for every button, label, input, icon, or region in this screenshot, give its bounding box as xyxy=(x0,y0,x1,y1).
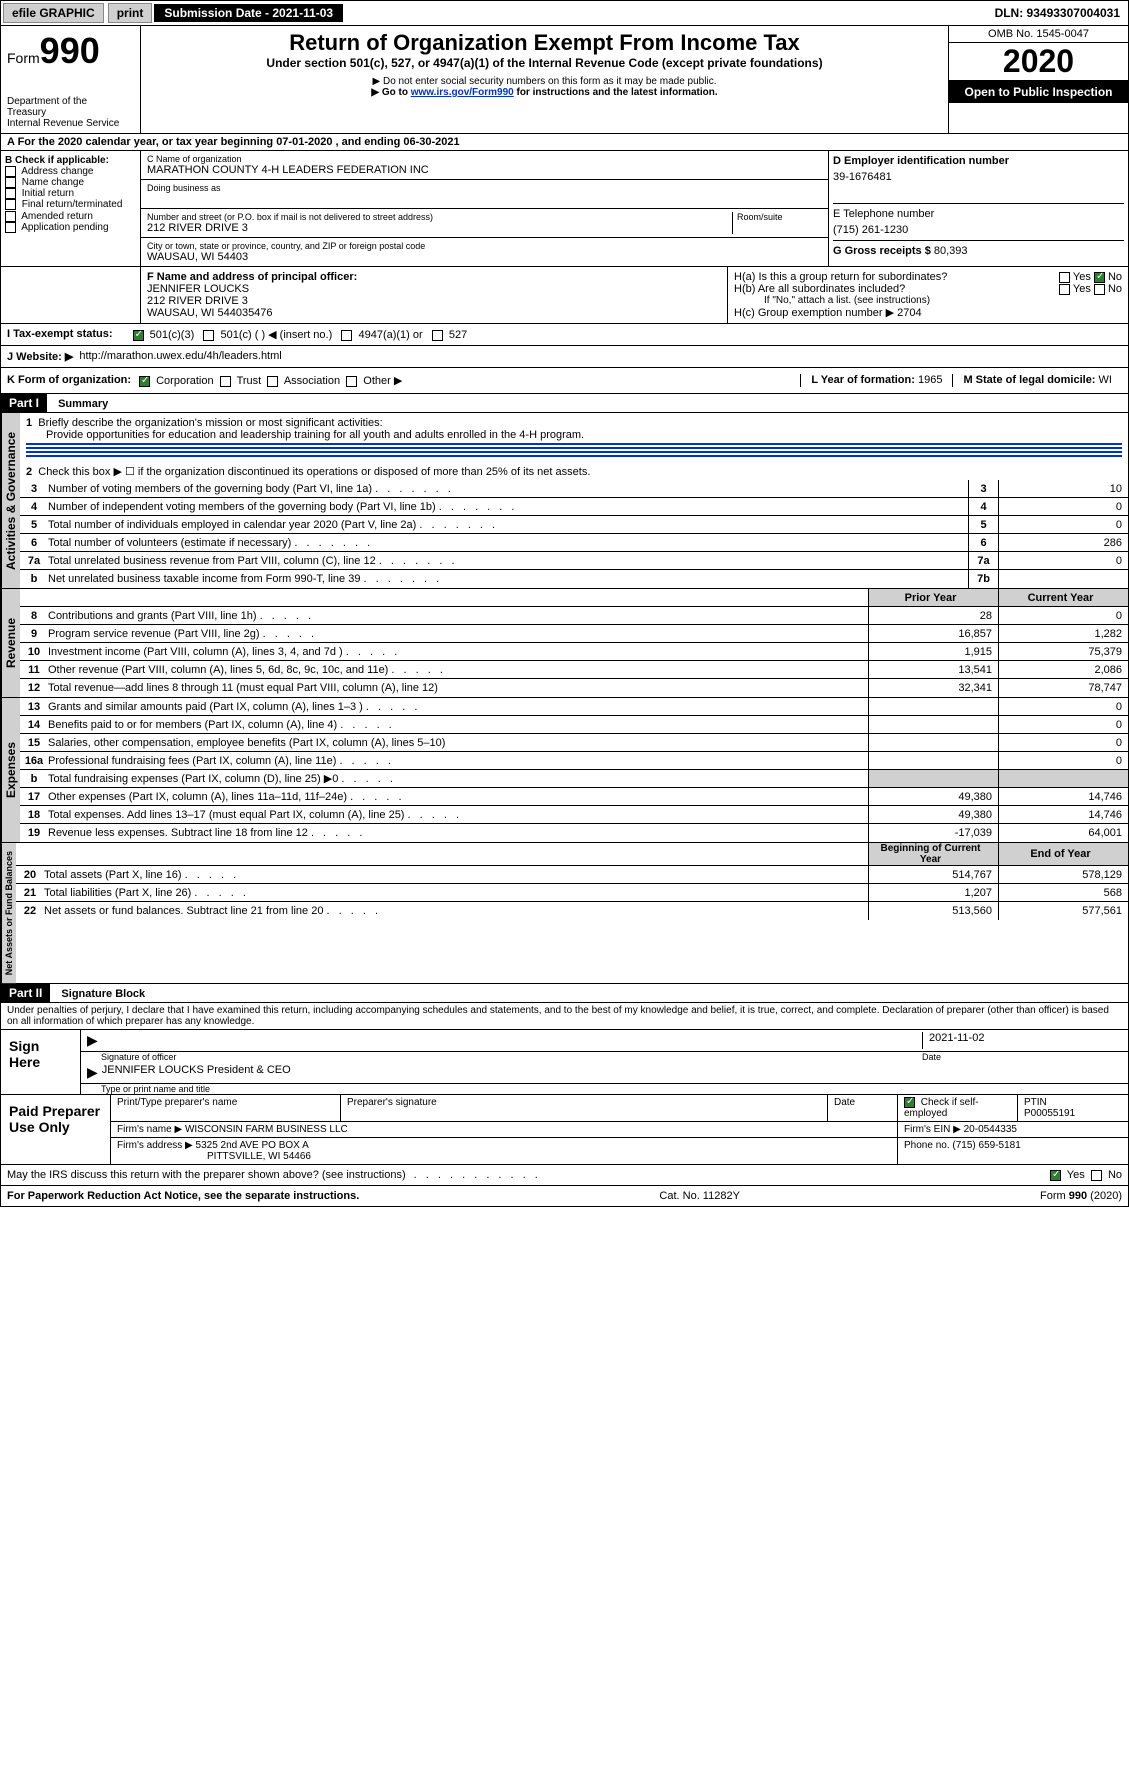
line-4: 4Number of independent voting members of… xyxy=(20,498,1128,516)
firm-name: WISCONSIN FARM BUSINESS LLC xyxy=(185,1124,348,1135)
section-bcd: B Check if applicable: Address change Na… xyxy=(0,151,1129,267)
omb-number: OMB No. 1545-0047 xyxy=(949,26,1128,43)
governance-section: Activities & Governance 1 Briefly descri… xyxy=(0,413,1129,589)
line-b: bTotal fundraising expenses (Part IX, co… xyxy=(20,770,1128,788)
box-b: B Check if applicable: Address change Na… xyxy=(1,151,141,266)
box-j: J Website: ▶ http://marathon.uwex.edu/4h… xyxy=(0,346,1129,368)
line-9: 9Program service revenue (Part VIII, lin… xyxy=(20,625,1128,643)
group-exemption: H(c) Group exemption number ▶ 2704 xyxy=(734,306,1122,319)
firm-ein: 20-0544335 xyxy=(964,1124,1017,1135)
line-13: 13Grants and similar amounts paid (Part … xyxy=(20,698,1128,716)
revenue-section: Revenue Prior Year Current Year 8Contrib… xyxy=(0,589,1129,698)
dln: DLN: 93493307004031 xyxy=(995,6,1128,20)
ptin: P00055191 xyxy=(1024,1108,1122,1119)
line-14: 14Benefits paid to or for members (Part … xyxy=(20,716,1128,734)
mission: Provide opportunities for education and … xyxy=(26,429,1122,441)
checkbox-address-change[interactable]: Address change xyxy=(5,166,136,177)
telephone: (715) 261-1230 xyxy=(833,224,1124,236)
line-b: bNet unrelated business taxable income f… xyxy=(20,570,1128,588)
line-16a: 16aProfessional fundraising fees (Part I… xyxy=(20,752,1128,770)
checkbox-application-pending[interactable]: Application pending xyxy=(5,222,136,233)
org-city: WAUSAU, WI 54403 xyxy=(147,251,822,263)
sig-date: 2021-11-02 xyxy=(922,1032,1122,1049)
netassets-section: Net Assets or Fund Balances Beginning of… xyxy=(0,843,1129,984)
part2-header: Part II Signature Block xyxy=(0,984,1129,1003)
irs-link[interactable]: www.irs.gov/Form990 xyxy=(411,87,514,98)
discuss-yes[interactable] xyxy=(1050,1170,1061,1181)
efile-button[interactable]: efile GRAPHIC xyxy=(3,3,104,23)
topbar: efile GRAPHIC print Submission Date - 20… xyxy=(0,0,1129,26)
note-goto: ▶ Go to www.irs.gov/Form990 for instruct… xyxy=(145,87,944,98)
arrow-icon: ▶ xyxy=(87,1064,98,1081)
dba xyxy=(147,193,822,205)
line-12: 12Total revenue—add lines 8 through 11 (… xyxy=(20,679,1128,697)
period-row: A For the 2020 calendar year, or tax yea… xyxy=(0,134,1129,151)
box-klm: K Form of organization: Corporation Trus… xyxy=(0,368,1129,394)
perjury-declaration: Under penalties of perjury, I declare th… xyxy=(0,1003,1129,1030)
box-i: I Tax-exempt status: 501(c)(3) 501(c) ( … xyxy=(0,324,1129,346)
org-street: 212 RIVER DRIVE 3 xyxy=(147,222,732,234)
officer-name: JENNIFER LOUCKS xyxy=(147,283,721,295)
form-subtitle: Under section 501(c), 527, or 4947(a)(1)… xyxy=(145,56,944,70)
vtab-governance: Activities & Governance xyxy=(1,413,20,588)
line-20: 20Total assets (Part X, line 16) . . . .… xyxy=(16,866,1128,884)
footer: For Paperwork Reduction Act Notice, see … xyxy=(0,1186,1129,1207)
corporation-checkbox[interactable] xyxy=(139,376,150,387)
checkbox-amended-return[interactable]: Amended return xyxy=(5,211,136,222)
checkbox-name-change[interactable]: Name change xyxy=(5,177,136,188)
arrow-icon: ▶ xyxy=(87,1032,98,1049)
line-18: 18Total expenses. Add lines 13–17 (must … xyxy=(20,806,1128,824)
gross-receipts: 80,393 xyxy=(934,245,968,257)
tax-year: 2020 xyxy=(949,43,1128,81)
year-formation: 1965 xyxy=(918,374,942,386)
tax-period: A For the 2020 calendar year, or tax yea… xyxy=(1,134,466,150)
line-6: 6Total number of volunteers (estimate if… xyxy=(20,534,1128,552)
checkbox-initial-return[interactable]: Initial return xyxy=(5,188,136,199)
cat-number: Cat. No. 11282Y xyxy=(659,1190,740,1202)
line-10: 10Investment income (Part VIII, column (… xyxy=(20,643,1128,661)
line-8: 8Contributions and grants (Part VIII, li… xyxy=(20,607,1128,625)
form-header: Form990 Department of the Treasury Inter… xyxy=(0,26,1129,134)
vtab-netassets: Net Assets or Fund Balances xyxy=(1,843,16,983)
expenses-section: Expenses 13Grants and similar amounts pa… xyxy=(0,698,1129,843)
line-3: 3Number of voting members of the governi… xyxy=(20,480,1128,498)
form-title: Return of Organization Exempt From Incom… xyxy=(145,30,944,56)
officer-printed: JENNIFER LOUCKS President & CEO xyxy=(102,1064,291,1081)
line-15: 15Salaries, other compensation, employee… xyxy=(20,734,1128,752)
discuss-row: May the IRS discuss this return with the… xyxy=(0,1165,1129,1186)
line-17: 17Other expenses (Part IX, column (A), l… xyxy=(20,788,1128,806)
section-fh: F Name and address of principal officer:… xyxy=(0,267,1129,324)
website[interactable]: http://marathon.uwex.edu/4h/leaders.html xyxy=(79,350,281,363)
vtab-revenue: Revenue xyxy=(1,589,20,697)
501c3-checkbox[interactable] xyxy=(133,330,144,341)
line-19: 19Revenue less expenses. Subtract line 1… xyxy=(20,824,1128,842)
box-d-e-g: D Employer identification number 39-1676… xyxy=(828,151,1128,266)
state-domicile: WI xyxy=(1099,374,1112,386)
sign-here-block: Sign Here ▶ 2021-11-02 Signature of offi… xyxy=(0,1030,1129,1095)
line-11: 11Other revenue (Part VIII, column (A), … xyxy=(20,661,1128,679)
paid-preparer-block: Paid Preparer Use Only Print/Type prepar… xyxy=(0,1095,1129,1165)
line-5: 5Total number of individuals employed in… xyxy=(20,516,1128,534)
submission-date: Submission Date - 2021-11-03 xyxy=(154,4,343,22)
part1-header: Part I Summary xyxy=(0,394,1129,413)
vtab-expenses: Expenses xyxy=(1,698,20,842)
dept-treasury: Department of the Treasury Internal Reve… xyxy=(7,96,134,129)
pra-notice: For Paperwork Reduction Act Notice, see … xyxy=(7,1190,359,1202)
org-name: MARATHON COUNTY 4-H LEADERS FEDERATION I… xyxy=(147,164,822,176)
line-21: 21Total liabilities (Part X, line 26) . … xyxy=(16,884,1128,902)
ein: 39-1676481 xyxy=(833,171,1124,183)
box-c: C Name of organization MARATHON COUNTY 4… xyxy=(141,151,828,266)
firm-phone: (715) 659-5181 xyxy=(952,1140,1020,1151)
open-inspection: Open to Public Inspection xyxy=(949,81,1128,103)
line-7a: 7aTotal unrelated business revenue from … xyxy=(20,552,1128,570)
form-number: Form990 xyxy=(7,30,134,72)
group-return-no[interactable] xyxy=(1094,272,1105,283)
form-ref: Form 990 (2020) xyxy=(1040,1190,1122,1202)
checkbox-final-return-terminated[interactable]: Final return/terminated xyxy=(5,199,136,210)
print-button[interactable]: print xyxy=(108,3,153,23)
line-22: 22Net assets or fund balances. Subtract … xyxy=(16,902,1128,920)
note-ssn: ▶ Do not enter social security numbers o… xyxy=(145,76,944,87)
